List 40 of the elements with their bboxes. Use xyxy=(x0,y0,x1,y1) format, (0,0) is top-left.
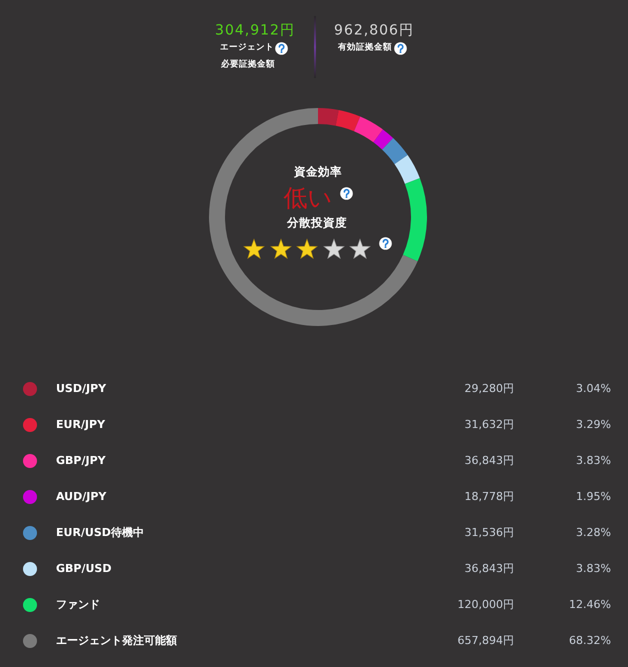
data-label: 31,632円 xyxy=(464,418,514,431)
text: 必要証拠金額 xyxy=(221,59,275,70)
data-label: 31,536円 xyxy=(464,526,514,539)
donut-slice xyxy=(336,110,360,132)
donut-slice xyxy=(382,138,408,164)
text: 962,806円 xyxy=(334,22,414,39)
legend-label: EUR/JPY xyxy=(56,418,106,431)
text: 1.95% xyxy=(576,490,611,503)
donut-slice xyxy=(373,129,394,150)
legend-label: EUR/USD待機中 xyxy=(56,526,144,539)
legend-label: ファンド xyxy=(56,598,100,611)
data-label: 657,894円 xyxy=(458,634,514,647)
text: 3.28% xyxy=(576,526,611,539)
text: 分散投資度 xyxy=(287,216,347,230)
text: 3.29% xyxy=(576,418,611,431)
donut-slice xyxy=(209,108,418,326)
data-label: 29,280円 xyxy=(464,382,514,395)
text: エージェント xyxy=(220,42,274,53)
text: 68.32% xyxy=(569,634,611,647)
donut-slice xyxy=(394,155,420,184)
legend-label: AUD/JPY xyxy=(56,490,108,503)
text: 有効証拠金額 xyxy=(338,42,392,53)
data-label: 18,778円 xyxy=(464,490,514,503)
data-label: 36,843円 xyxy=(464,454,514,467)
text: 12.46% xyxy=(569,598,611,611)
legend-label: USD/JPY xyxy=(56,382,108,395)
legend-label: GBP/USD xyxy=(56,562,112,575)
text: 資金効率 xyxy=(294,164,342,179)
legend-label: GBP/JPY xyxy=(56,454,107,467)
donut-slice xyxy=(402,178,427,262)
text: 3.04% xyxy=(576,382,611,395)
text: 3.83% xyxy=(576,562,611,575)
text: 低い xyxy=(284,184,332,212)
text: 304,912円 xyxy=(215,22,295,39)
data-label: 120,000円 xyxy=(458,598,514,611)
text: 3.83% xyxy=(576,454,611,467)
donut-slice xyxy=(354,116,383,142)
donut-slice xyxy=(318,108,339,126)
legend-label: エージェント発注可能額 xyxy=(56,634,177,647)
data-label: 36,843円 xyxy=(464,562,514,575)
